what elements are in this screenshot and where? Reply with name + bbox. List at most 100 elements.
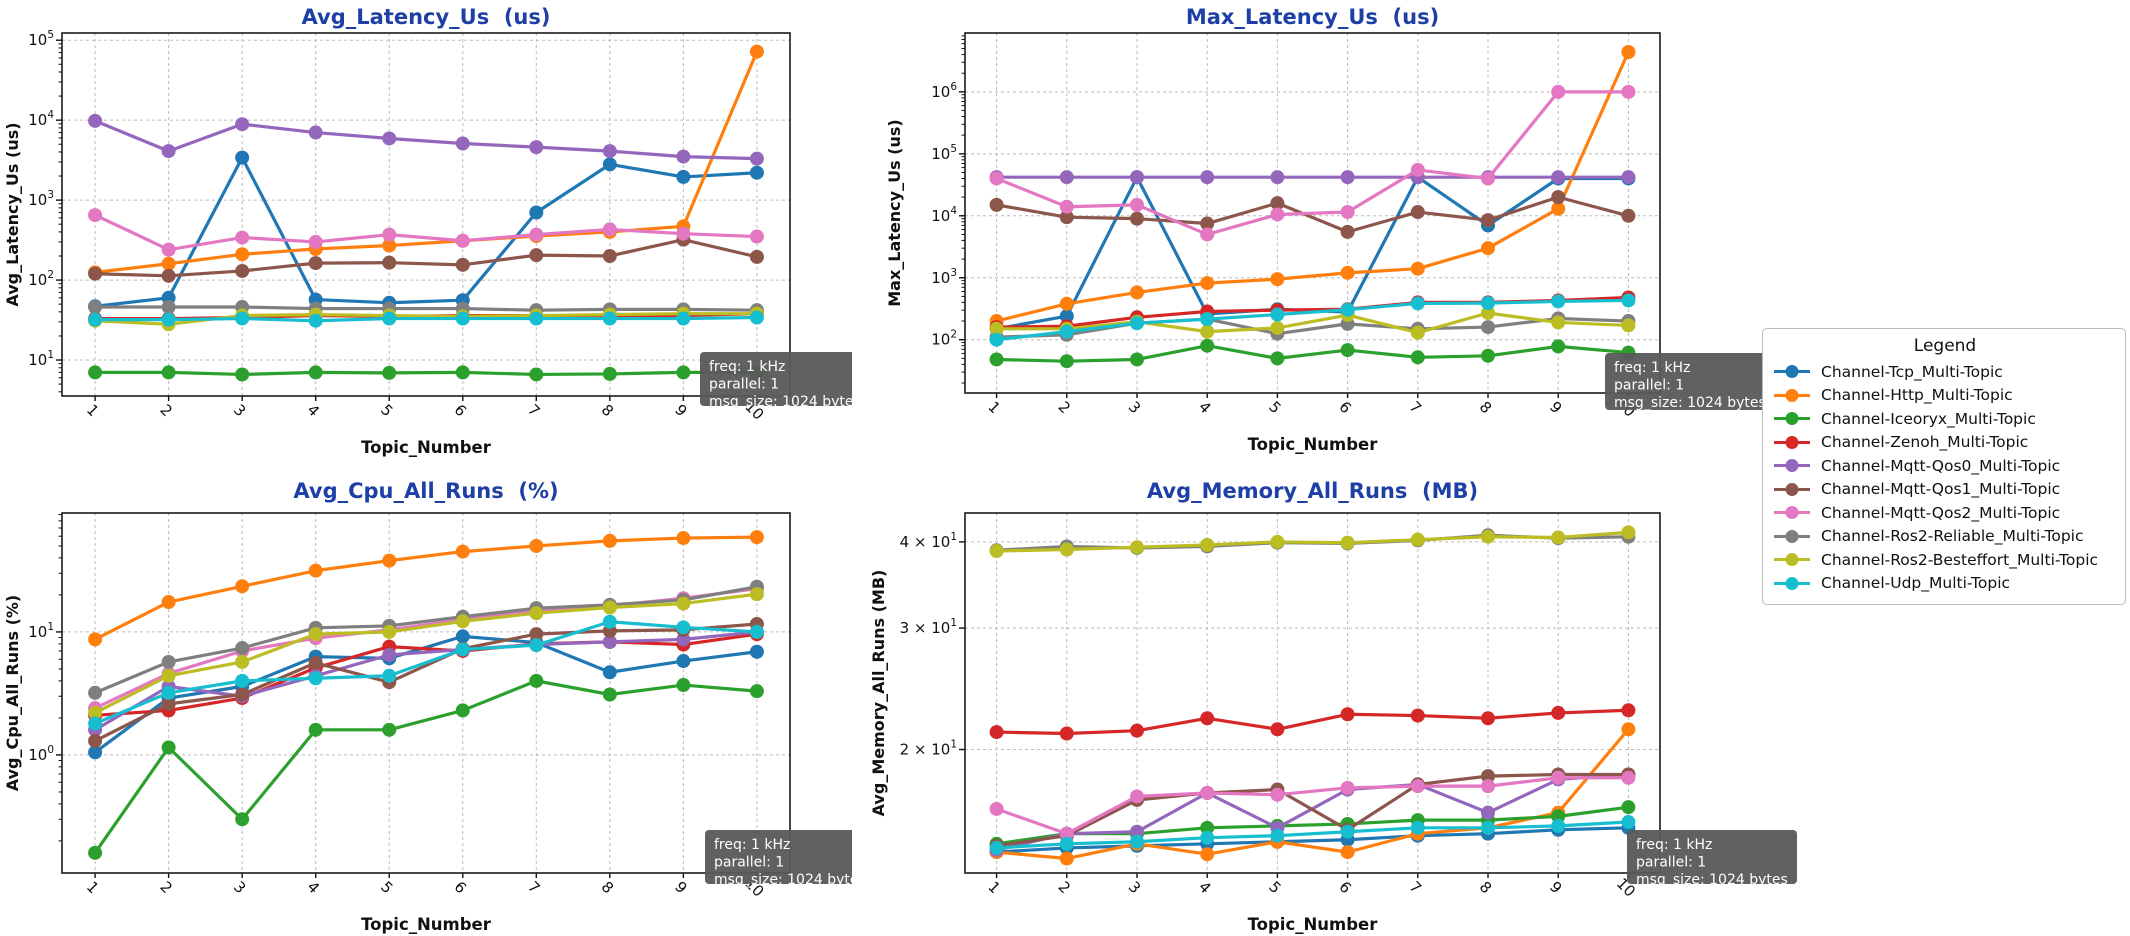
data-point bbox=[1621, 293, 1636, 308]
data-point bbox=[235, 641, 250, 656]
data-point bbox=[749, 151, 764, 166]
data-point bbox=[1200, 276, 1215, 291]
data-point bbox=[455, 629, 470, 644]
plot-frame bbox=[964, 32, 1661, 394]
annotation-line: parallel: 1 bbox=[709, 377, 779, 393]
data-point bbox=[1481, 296, 1496, 311]
annotation-line: msg_size: 1024 bytes bbox=[1614, 395, 1766, 411]
series-line bbox=[994, 826, 1631, 854]
y-tick-label: 103 bbox=[28, 189, 54, 209]
legend-item-label: Channel-Udp_Multi-Topic bbox=[1821, 574, 2011, 593]
data-point bbox=[308, 722, 323, 737]
series-line bbox=[93, 630, 759, 732]
data-point bbox=[1200, 537, 1215, 552]
data-point bbox=[749, 684, 764, 699]
data-point bbox=[308, 627, 323, 642]
chart-max-latency-us: 12345678910106105104103102freq: 1 kHzpar… bbox=[860, 0, 1800, 468]
legend-items: Channel-Tcp_Multi-Topic Channel-Http_Mult… bbox=[1773, 360, 2117, 595]
legend-item-label: Channel-Ros2-Reliable_Multi-Topic bbox=[1821, 527, 2084, 546]
data-point bbox=[676, 149, 691, 164]
legend-line-marker-icon bbox=[1774, 482, 1810, 496]
series-line bbox=[994, 772, 1631, 848]
x-tick-label: 8 bbox=[598, 401, 617, 420]
data-point bbox=[1270, 196, 1285, 211]
data-point bbox=[749, 624, 764, 639]
data-point bbox=[1551, 705, 1566, 720]
data-point bbox=[1621, 800, 1636, 815]
data-point bbox=[602, 311, 617, 326]
x-axis-label: Topic_Number bbox=[1248, 435, 1379, 454]
data-point bbox=[1340, 302, 1355, 317]
data-point bbox=[382, 647, 397, 662]
annotation-box bbox=[1627, 830, 1797, 884]
data-point bbox=[676, 169, 691, 184]
data-point bbox=[1129, 211, 1144, 226]
annotation-line: freq: 1 kHz bbox=[709, 359, 785, 375]
data-point bbox=[1059, 309, 1074, 324]
data-point bbox=[382, 722, 397, 737]
data-point bbox=[1340, 265, 1355, 280]
x-tick-label: 9 bbox=[671, 878, 690, 897]
legend-item: Channel-Ros2-Besteffort_Multi-Topic bbox=[1773, 548, 2117, 572]
legend-line-marker-icon bbox=[1774, 412, 1810, 426]
data-point bbox=[1481, 805, 1496, 820]
data-point bbox=[529, 311, 544, 326]
legend-line-marker-icon bbox=[1774, 529, 1810, 543]
data-point bbox=[1270, 787, 1285, 802]
data-point bbox=[235, 579, 250, 594]
x-tick-label: 8 bbox=[1476, 878, 1495, 897]
series-line bbox=[994, 50, 1631, 323]
data-point bbox=[1621, 525, 1636, 540]
data-point bbox=[676, 654, 691, 669]
annotation-line: freq: 1 kHz bbox=[1614, 360, 1690, 376]
data-point bbox=[1200, 324, 1215, 339]
annotation-line: freq: 1 kHz bbox=[1636, 837, 1712, 853]
data-point bbox=[989, 171, 1004, 186]
data-point bbox=[88, 113, 103, 128]
legend-dot bbox=[1785, 459, 1799, 473]
series-line bbox=[93, 679, 759, 855]
data-point bbox=[602, 634, 617, 649]
data-point bbox=[1200, 216, 1215, 231]
data-point bbox=[1129, 540, 1144, 555]
data-point bbox=[161, 300, 176, 315]
data-point bbox=[161, 312, 176, 327]
data-point bbox=[1481, 171, 1496, 186]
y-tick-label: 101 bbox=[28, 621, 54, 641]
data-point bbox=[161, 268, 176, 283]
y-tick-label: 3 × 101 bbox=[900, 617, 957, 637]
data-point bbox=[1200, 312, 1215, 327]
x-tick-label: 4 bbox=[1195, 878, 1214, 897]
y-tick-label: 2 × 101 bbox=[900, 739, 957, 759]
data-point bbox=[1270, 828, 1285, 843]
data-point bbox=[161, 256, 176, 271]
data-point bbox=[602, 533, 617, 548]
data-point bbox=[676, 620, 691, 635]
legend-line-marker-icon bbox=[1774, 365, 1810, 379]
data-point bbox=[1270, 170, 1285, 185]
x-tick-label: 5 bbox=[1265, 878, 1284, 897]
y-tick-label: 102 bbox=[28, 269, 54, 289]
y-tick-label: 101 bbox=[28, 349, 54, 369]
legend-item-label: Channel-Zenoh_Multi-Topic bbox=[1821, 433, 2029, 452]
data-point bbox=[1481, 779, 1496, 794]
legend-item: Channel-Tcp_Multi-Topic bbox=[1773, 360, 2117, 384]
annotation-box bbox=[1605, 353, 1775, 410]
data-point bbox=[1270, 534, 1285, 549]
series-line bbox=[93, 622, 759, 743]
data-point bbox=[676, 311, 691, 326]
series-line bbox=[93, 315, 759, 323]
series-line bbox=[93, 585, 759, 695]
data-point bbox=[989, 332, 1004, 347]
data-point bbox=[1410, 820, 1425, 835]
data-point bbox=[1481, 320, 1496, 335]
data-point bbox=[455, 544, 470, 559]
data-point bbox=[529, 538, 544, 553]
data-point bbox=[1621, 208, 1636, 223]
series-line bbox=[93, 156, 759, 308]
series-line bbox=[994, 344, 1631, 363]
x-tick-label: 6 bbox=[1335, 878, 1354, 897]
data-point bbox=[529, 638, 544, 653]
data-point bbox=[1270, 351, 1285, 366]
data-point bbox=[382, 365, 397, 380]
